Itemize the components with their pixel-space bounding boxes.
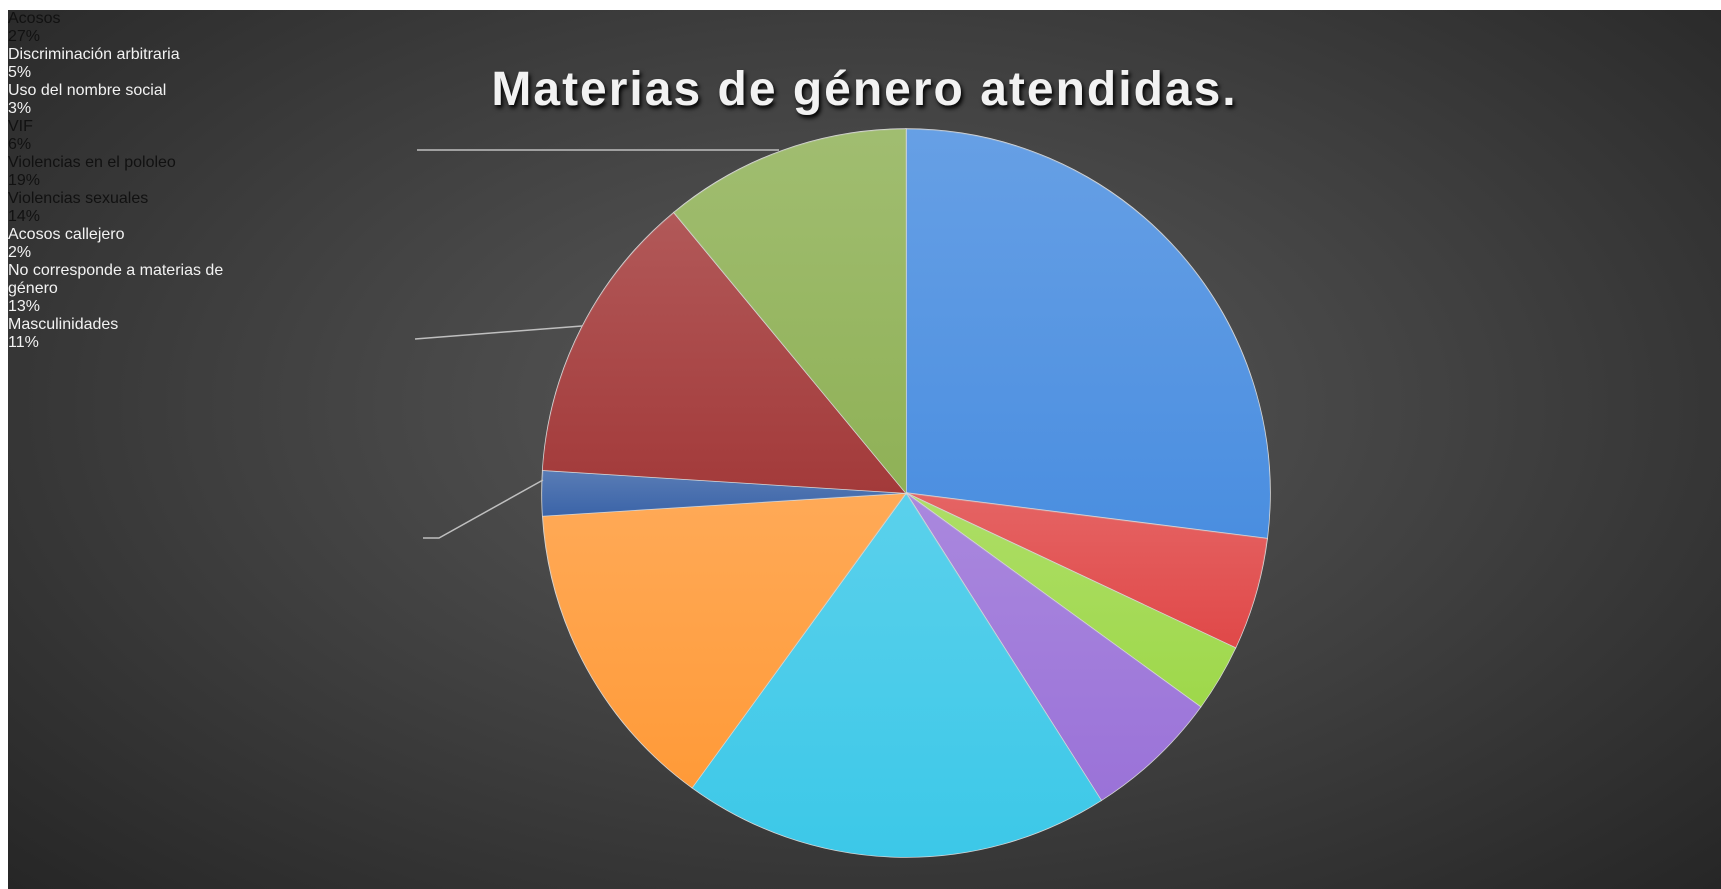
- data-label: Violencias en el pololeo 19%: [8, 154, 1721, 190]
- label-value: 13%: [8, 298, 41, 315]
- pie-slice-shade: [906, 493, 1268, 648]
- label-value: 14%: [8, 208, 41, 225]
- pie-slice-shade: [542, 493, 906, 788]
- data-label: Acosos 27%: [8, 10, 1721, 46]
- label-category: Violencias sexuales: [8, 190, 149, 207]
- leader-line: [423, 479, 544, 539]
- leader-line: [414, 325, 583, 340]
- label-value: 11%: [8, 334, 39, 351]
- data-label: Masculinidades 11%: [8, 316, 1721, 352]
- label-category: Discriminación arbitraria: [8, 46, 180, 63]
- label-value: 5%: [8, 64, 32, 81]
- pie-slice-shade: [673, 129, 906, 493]
- label-category: VIF: [8, 118, 33, 135]
- data-label: Discriminación arbitraria 5%: [8, 46, 1721, 82]
- label-value: 6%: [8, 136, 32, 153]
- label-category: Acosos: [8, 10, 61, 27]
- label-category: Acosos callejero: [8, 226, 125, 243]
- data-label: No corresponde a materias de género 13%: [8, 262, 268, 316]
- data-label: Uso del nombre social 3%: [8, 82, 1721, 118]
- pie-slice-shade: [906, 493, 1236, 707]
- chart-title: Materias de género atendidas.: [491, 63, 1238, 116]
- label-category: No corresponde a materias de género: [8, 262, 224, 297]
- pie-slice-shade: [692, 493, 1102, 857]
- data-label: Violencias sexuales 14%: [8, 190, 1721, 226]
- label-value: 2%: [8, 244, 32, 261]
- pie-slice-shade: [542, 212, 906, 493]
- label-value: 3%: [8, 100, 32, 117]
- label-category: Violencias en el pololeo: [8, 154, 176, 171]
- data-label: Acosos callejero 2%: [8, 226, 1721, 262]
- plot: [414, 128, 1271, 858]
- pie-slice-shade: [542, 470, 906, 516]
- data-label: VIF 6%: [8, 118, 1721, 154]
- label-category: Masculinidades: [8, 316, 119, 333]
- label-value: 19%: [8, 172, 41, 189]
- pie-slice-shade: [906, 493, 1201, 801]
- label-category: Uso del nombre social: [8, 82, 167, 99]
- pie-slice-shade: [906, 129, 1271, 539]
- label-value: 27%: [8, 28, 41, 45]
- chart: Materias de género atendidas. Acosos 27% D…: [8, 10, 1721, 889]
